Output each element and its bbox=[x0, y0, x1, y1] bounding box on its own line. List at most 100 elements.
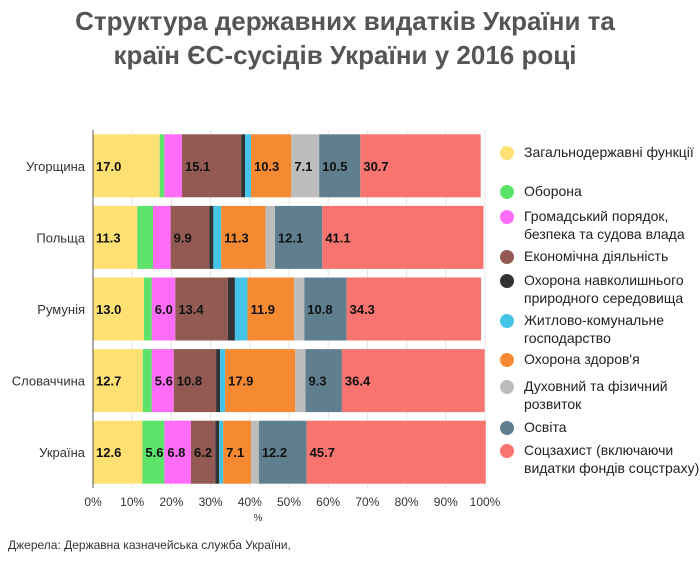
bar-segment bbox=[209, 205, 214, 269]
legend-item: Оборона bbox=[500, 182, 700, 200]
x-tick-label: 10% bbox=[120, 495, 144, 509]
bar-segment bbox=[304, 277, 347, 341]
bar-segment bbox=[221, 205, 266, 269]
bar-segment bbox=[93, 277, 144, 341]
bar-segment bbox=[319, 134, 361, 198]
legend-item: Житлово-комунальне господарство bbox=[500, 311, 700, 347]
legend-swatch bbox=[500, 314, 514, 328]
data-label: 12.7 bbox=[96, 374, 121, 389]
bar-segment bbox=[341, 349, 485, 413]
data-label: 10.8 bbox=[177, 374, 202, 389]
legend-swatch bbox=[500, 421, 514, 435]
bar-segment bbox=[93, 134, 160, 198]
bar-segment bbox=[227, 277, 235, 341]
data-label: 7.1 bbox=[226, 445, 244, 460]
legend-item: Духовний та фізичний розвиток bbox=[500, 377, 700, 413]
legend-swatch bbox=[500, 250, 514, 264]
data-label: 17.9 bbox=[228, 374, 253, 389]
legend-label: Громадський порядок, безпека та судова в… bbox=[524, 208, 685, 242]
category-label: Румунія bbox=[37, 302, 85, 317]
data-label: 17.0 bbox=[96, 159, 121, 174]
legend-swatch bbox=[500, 380, 514, 394]
bar-segment bbox=[258, 420, 307, 484]
legend-item: Освіта bbox=[500, 418, 700, 436]
data-label: 10.5 bbox=[322, 159, 347, 174]
x-tick-label: 50% bbox=[277, 495, 301, 509]
bar-segment bbox=[274, 205, 323, 269]
bar-segment bbox=[225, 349, 296, 413]
legend-label: Загальнодержавні функції bbox=[524, 144, 694, 160]
bar-segment bbox=[93, 420, 143, 484]
bar-segment bbox=[142, 420, 165, 484]
legend-item: Економічна діяльність bbox=[500, 247, 700, 265]
category-label: Угорщина bbox=[26, 159, 86, 174]
x-tick-label: 90% bbox=[434, 495, 458, 509]
bar-segment bbox=[216, 349, 221, 413]
data-label: 36.4 bbox=[345, 374, 371, 389]
bar-segment bbox=[360, 134, 481, 198]
bar-segment bbox=[175, 277, 228, 341]
title-line-1: Структура державних видатків України та bbox=[75, 6, 615, 36]
source-note: Джерела: Державна казначейська служба Ук… bbox=[8, 538, 291, 552]
legend-swatch bbox=[500, 444, 514, 458]
x-tick-label: 60% bbox=[316, 495, 340, 509]
bar-segment bbox=[294, 277, 305, 341]
category-label: Україна bbox=[39, 445, 86, 460]
bar-segment bbox=[191, 420, 216, 484]
bar-segment bbox=[265, 205, 275, 269]
legend-label: Охорона здоров'я bbox=[524, 351, 640, 367]
x-tick-label: 80% bbox=[395, 495, 419, 509]
data-label: 9.3 bbox=[308, 374, 326, 389]
bar-segment bbox=[151, 277, 176, 341]
data-label: 12.6 bbox=[96, 445, 121, 460]
chart-title: Структура державних видатків України та … bbox=[20, 4, 670, 72]
legend-item: Загальнодержавні функції bbox=[500, 143, 700, 161]
bar-segment bbox=[220, 349, 226, 413]
bar-segment bbox=[234, 277, 248, 341]
bar-segment bbox=[247, 277, 295, 341]
bar-segment bbox=[164, 134, 182, 198]
bar-segment bbox=[164, 420, 191, 484]
data-label: 15.1 bbox=[185, 159, 210, 174]
bar-segment bbox=[159, 134, 165, 198]
data-label: 12.1 bbox=[278, 230, 303, 245]
legend-label: Освіта bbox=[524, 419, 567, 435]
legend-item: Охорона навколишнього природного середов… bbox=[500, 271, 700, 307]
x-tick-label: 20% bbox=[159, 495, 183, 509]
x-tick-label: 0% bbox=[84, 495, 102, 509]
data-label: 45.7 bbox=[310, 445, 335, 460]
legend-label: Економічна діяльність bbox=[524, 248, 669, 264]
legend-swatch bbox=[500, 353, 514, 367]
data-label: 11.3 bbox=[224, 230, 249, 245]
x-axis-label: % bbox=[254, 513, 263, 524]
bar-segment bbox=[306, 420, 486, 484]
bar-segment bbox=[305, 349, 342, 413]
data-label: 41.1 bbox=[325, 230, 350, 245]
bar-segment bbox=[173, 349, 217, 413]
legend-item: Соцзахист (включаючи видатки фондів соцс… bbox=[500, 441, 700, 477]
bar-segment bbox=[223, 420, 251, 484]
data-label: 6.2 bbox=[194, 445, 212, 460]
data-label: 6.8 bbox=[167, 445, 185, 460]
data-label: 30.7 bbox=[363, 159, 388, 174]
bar-segment bbox=[152, 205, 171, 269]
bar-segment bbox=[295, 349, 306, 413]
data-label: 7.1 bbox=[294, 159, 312, 174]
data-label: 11.3 bbox=[96, 230, 121, 245]
bar-segment bbox=[143, 277, 152, 341]
legend-swatch bbox=[500, 146, 514, 160]
bar-segment bbox=[219, 420, 224, 484]
bar-segment bbox=[291, 134, 320, 198]
bar-segment bbox=[245, 134, 251, 198]
legend-item: Охорона здоров'я bbox=[500, 350, 700, 368]
bar-segment bbox=[250, 134, 292, 198]
legend-label: Соцзахист (включаючи видатки фондів соцс… bbox=[524, 442, 700, 476]
data-label: 13.0 bbox=[96, 302, 121, 317]
data-label: 12.2 bbox=[262, 445, 287, 460]
bar-segment bbox=[151, 349, 174, 413]
bar-segment bbox=[142, 349, 152, 413]
x-tick-label: 100% bbox=[470, 495, 501, 509]
category-label: Польща bbox=[36, 230, 85, 245]
bar-segment bbox=[137, 205, 153, 269]
bar-segment bbox=[322, 205, 484, 269]
